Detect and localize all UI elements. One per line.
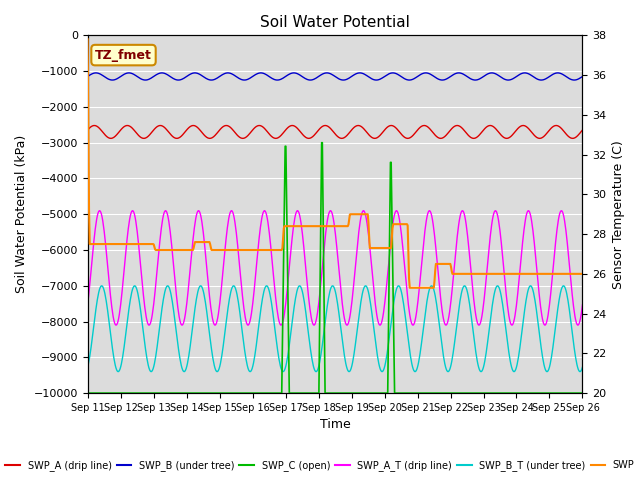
Y-axis label: Sensor Temperature (C): Sensor Temperature (C) (612, 140, 625, 288)
X-axis label: Time: Time (320, 419, 351, 432)
Title: Soil Water Potential: Soil Water Potential (260, 15, 410, 30)
Legend: SWP_A (drip line), SWP_B (under tree), SWP_C (open), SWP_A_T (drip line), SWP_B_: SWP_A (drip line), SWP_B (under tree), S… (1, 456, 639, 475)
Text: TZ_fmet: TZ_fmet (95, 48, 152, 61)
Y-axis label: Soil Water Potential (kPa): Soil Water Potential (kPa) (15, 135, 28, 293)
